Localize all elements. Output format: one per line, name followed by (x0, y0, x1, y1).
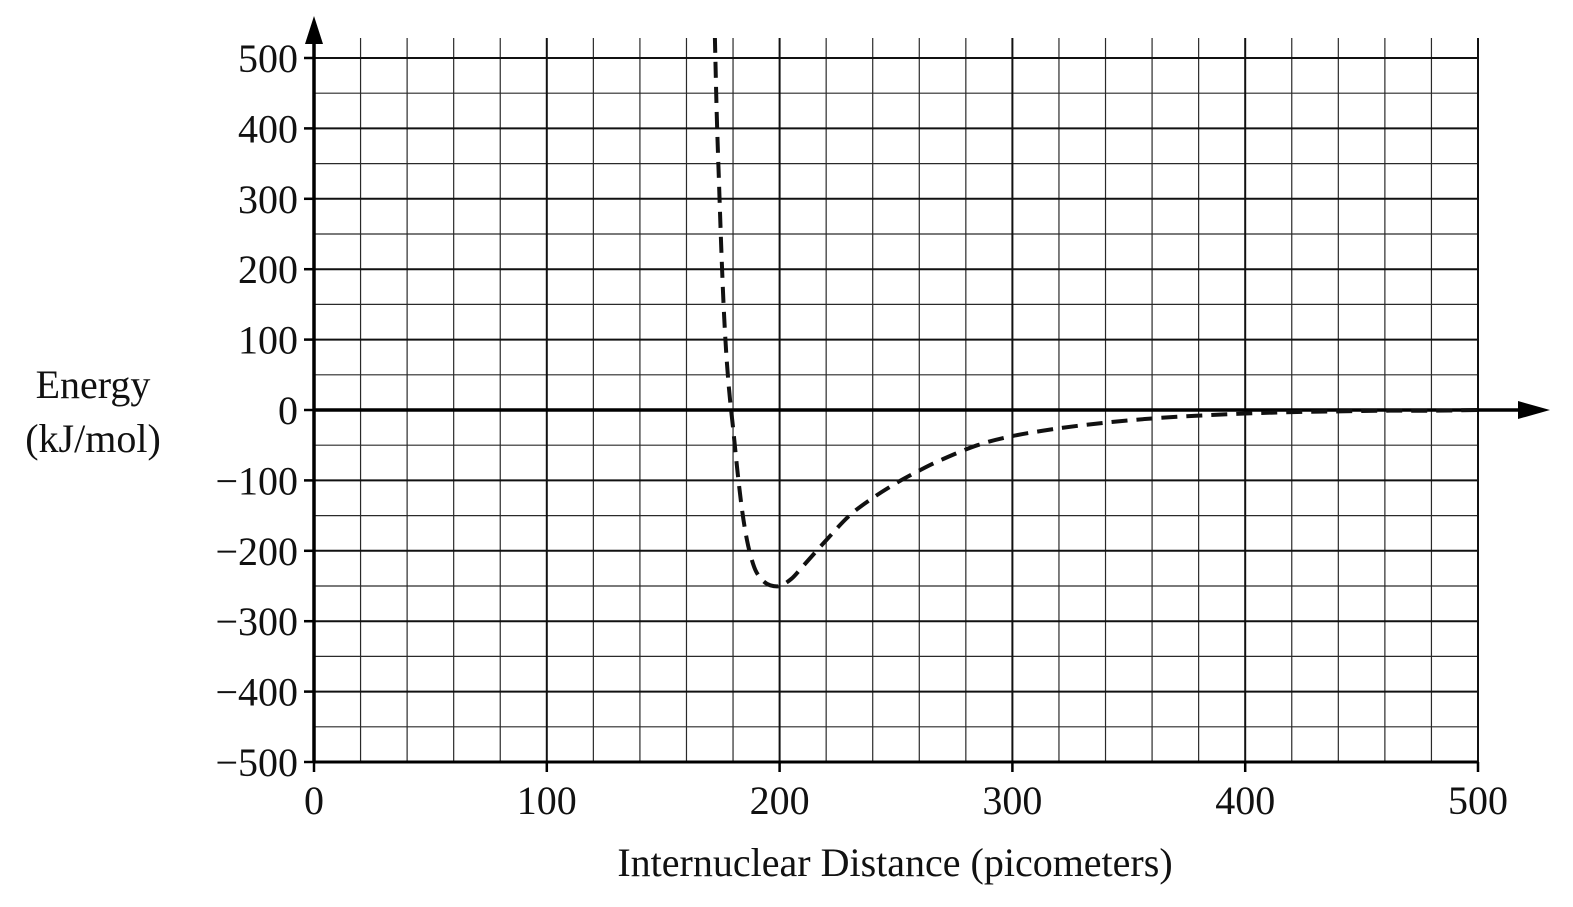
y-axis-title-line-1: Energy (36, 362, 151, 407)
x-tick-label: 0 (304, 778, 324, 823)
y-tick-label: −100 (215, 458, 298, 503)
y-tick-label: 100 (238, 318, 298, 363)
axes (304, 16, 1550, 772)
y-tick-label: 300 (238, 177, 298, 222)
major-gridlines (314, 38, 1479, 763)
y-axis-title-line-2: (kJ/mol) (25, 416, 161, 461)
minor-gridlines (314, 38, 1478, 762)
y-tick-label: 0 (278, 388, 298, 433)
x-tick-label: 100 (517, 778, 577, 823)
x-tick-labels: 0 100 200 300 400 500 (304, 778, 1508, 823)
x-tick-label: 300 (982, 778, 1042, 823)
y-axis-arrow (305, 16, 323, 44)
x-axis-title: Internuclear Distance (picometers) (617, 840, 1172, 885)
x-tick-label: 400 (1215, 778, 1275, 823)
x-tick-label: 200 (750, 778, 810, 823)
y-tick-label: 200 (238, 247, 298, 292)
x-tick-label: 500 (1448, 778, 1508, 823)
y-tick-labels: 500 400 300 200 100 0 −100 −200 −300 −400 −500 (215, 36, 298, 785)
y-tick-label: −400 (215, 670, 298, 715)
potential-energy-curve (712, 38, 1478, 589)
y-tick-label: 400 (238, 106, 298, 151)
y-tick-label: −500 (215, 740, 298, 785)
y-tick-label: −300 (215, 599, 298, 644)
y-tick-label: −200 (215, 529, 298, 574)
x-axis-arrow (1518, 401, 1550, 419)
curve-layer (712, 38, 1478, 589)
y-tick-label: 500 (238, 36, 298, 81)
